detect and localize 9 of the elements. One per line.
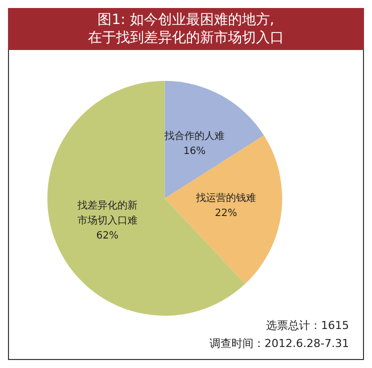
text: 调查时间：2012.6.28-7.31 xyxy=(210,337,350,350)
data-label: 16% xyxy=(183,146,206,158)
slice-label: 找差异化的新市场切入口难 xyxy=(76,200,138,227)
slice-label: 找合作的人难 xyxy=(163,130,224,142)
slice-label: 找运营的钱难 xyxy=(194,192,256,204)
text: 选票总计：1615 xyxy=(266,319,350,332)
chart-title: 图1: 如今创业最困难的地方, 在于找到差异化的新市场切入口 xyxy=(8,8,364,50)
data-label: 22% xyxy=(214,208,238,220)
data-label: 62% xyxy=(96,230,118,242)
